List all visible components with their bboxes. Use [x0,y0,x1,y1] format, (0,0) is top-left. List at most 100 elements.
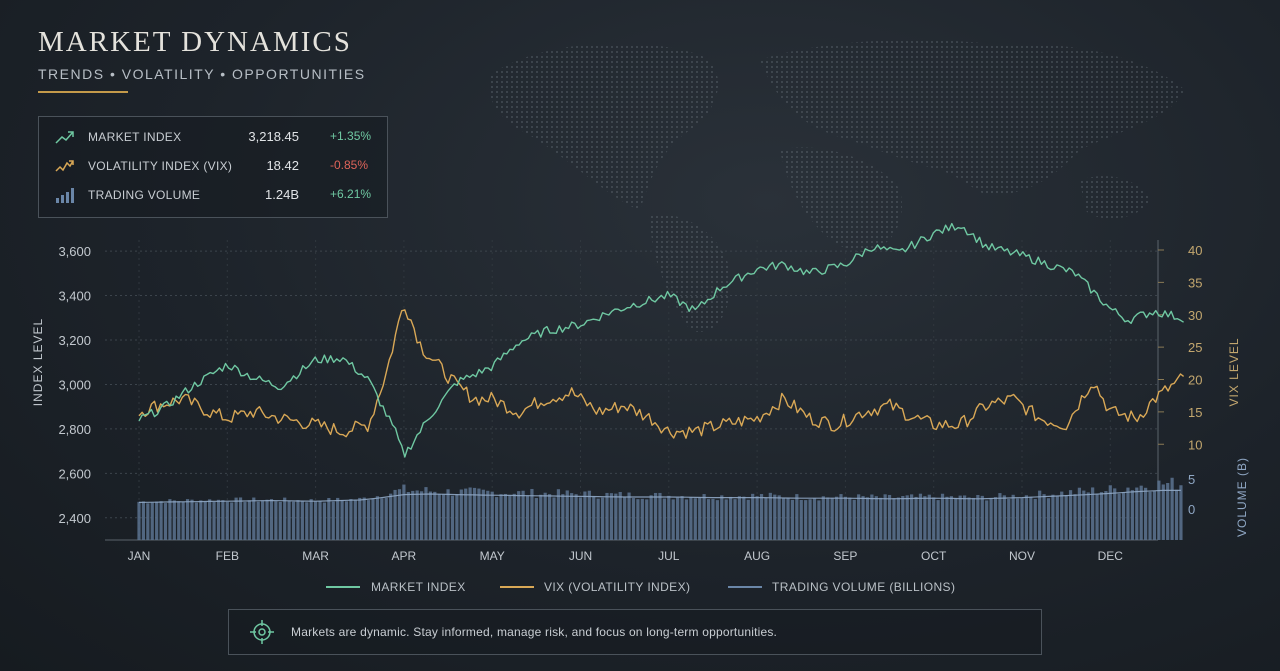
volume-bar [852,499,856,540]
volume-bar [963,495,967,540]
volume-bar [468,487,472,540]
x-tick-label: OCT [921,549,947,563]
volume-bar [587,490,591,540]
volume-bar [1126,487,1130,540]
volume-bar [283,497,287,540]
volume-bar [870,494,874,540]
volume-bar [481,489,485,540]
volume-bar [230,502,234,540]
y-tick-label-vix: 25 [1188,340,1202,355]
volume-bar [358,497,362,540]
x-tick-label: FEB [216,549,239,563]
stat-value: 18.42 [266,158,299,173]
y-tick-label-vix: 40 [1188,243,1202,258]
volume-bar [667,495,671,540]
volume-bar [570,493,574,540]
volume-bar [190,499,194,540]
volume-bar [221,500,225,540]
stat-label: MARKET INDEX [88,130,182,144]
volume-bar [534,498,538,540]
volume-bar [733,499,737,540]
trend-up-icon [55,131,74,144]
volume-bar [1068,490,1073,540]
volume-bar [446,489,450,540]
volume-bar [1042,494,1046,540]
volume-bar [247,500,251,540]
y-tick-label-vix: 35 [1188,275,1202,290]
volume-bar [261,500,265,540]
volume-bar [543,492,547,540]
volume-bar [662,498,666,540]
x-tick-label: AUG [744,549,770,563]
x-tick-label: APR [392,549,417,563]
volume-bar [1099,492,1104,540]
volume-bar [1095,494,1099,540]
volatility-icon [55,160,74,172]
volume-bar [1139,485,1143,540]
y-tick-label-left: 2,800 [58,422,91,437]
volume-bar [300,501,304,540]
volume-bar [517,491,521,540]
volume-bar [729,496,733,540]
world-map-region [760,40,1185,196]
volume-bar [225,501,229,540]
volume-bar [442,494,446,540]
page-subtitle: TRENDS • VOLATILITY • OPPORTUNITIES [38,66,366,82]
volume-bar [768,492,772,540]
volume-bar [874,496,878,540]
y-axis-title-volume: VOLUME (B) [1235,457,1249,537]
volume-bar [366,500,371,540]
volume-bar [472,487,477,540]
volume-bar [680,496,684,540]
volume-bar [1130,490,1134,540]
volume-bar [676,497,680,540]
volume-bar [424,487,428,540]
volume-bar [1170,477,1174,540]
y-tick-label-left: 2,400 [58,511,91,526]
volume-bar [168,499,172,540]
y-tick-label-left: 3,600 [58,244,91,259]
volume-bar [327,497,331,540]
volume-bar [764,497,768,540]
volume-bar [702,494,706,540]
volume-bar [1015,498,1020,540]
volume-bar [287,500,291,540]
volume-bar [512,493,516,540]
x-tick-label: MAY [480,549,505,563]
volume-bar [1073,494,1077,540]
volume-bar [159,501,163,540]
volume-bar [1113,488,1117,540]
volume-bar [927,494,931,540]
volume-bar [1046,498,1051,540]
volume-bar [411,490,415,540]
volume-bar [742,496,746,540]
volume-bar [901,496,905,540]
volume-bar [274,501,278,540]
stat-row-market-index: MARKET INDEX 3,218.45 +1.35% [39,127,387,147]
y-tick-label-vix: 30 [1188,308,1202,323]
stat-value: 1.24B [265,187,299,202]
volume-bar [706,499,711,540]
world-map-region [488,43,719,210]
volume-bar [812,498,817,540]
volume-bar [645,499,649,540]
volume-bar [954,498,958,540]
volume-bar [1051,494,1055,540]
volume-bar [499,494,503,540]
stat-label: VOLATILITY INDEX (VIX) [88,159,233,173]
page-title: MARKET DYNAMICS [38,26,352,58]
volume-bar [371,498,375,540]
volume-bar [1135,487,1139,540]
x-tick-label: NOV [1009,549,1035,563]
volume-bar [1152,491,1157,540]
volume-bar [865,497,870,540]
volume-bar [177,501,181,540]
index-series-line [138,222,1184,458]
volume-bar [684,499,689,540]
volume-bar [614,493,618,540]
stat-label: TRADING VOLUME [88,188,201,202]
volume-bar [720,495,724,540]
volume-bar [556,489,561,540]
volume-bar [353,500,357,540]
volume-bar [826,497,830,540]
